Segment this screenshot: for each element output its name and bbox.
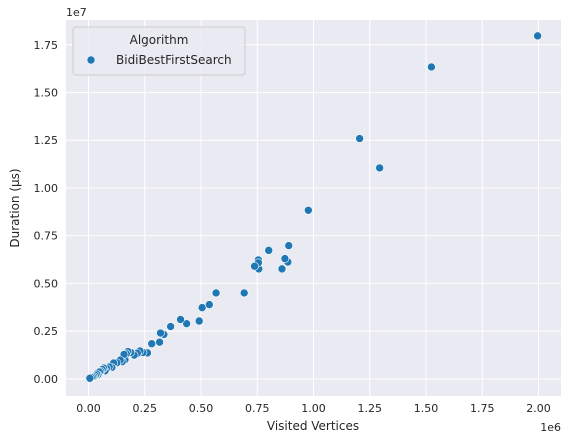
data-point [182,319,191,328]
x-tick-label: 0.75 [245,402,270,415]
data-point [284,241,294,250]
data-point [375,163,384,173]
y-tick-label: 0.00 [34,373,59,386]
y-axis-label: Duration (µs) [8,168,22,247]
x-tick-labels: 0.00 0.25 0.50 0.75 1.00 1.25 1.50 1.75 2.00 [76,402,551,415]
data-point [155,337,164,347]
x-axis-label: Visited Vertices [267,419,359,433]
legend-marker [86,55,96,65]
data-point [166,322,175,331]
data-point [355,134,364,143]
y-offset-label: 1e7 [66,6,87,19]
grid-lines [66,20,561,396]
data-point [85,373,95,383]
data-point [427,62,436,72]
data-point [194,316,204,326]
x-tick-label: 1.25 [358,402,383,415]
x-tick-label: 0.00 [76,402,101,415]
data-point [147,339,157,349]
legend-box [72,26,246,76]
y-tick-label: 0.25 [34,325,59,338]
data-point [156,328,165,338]
x-tick-label: 2.00 [526,402,551,415]
data-point [264,246,274,255]
legend-entry-label: BidiBestFirstSearch [116,53,232,67]
data-point [533,31,542,41]
data-point [250,261,259,271]
x-tick-label: 1.00 [301,402,326,415]
data-point [280,254,290,263]
data-point [304,205,313,215]
y-tick-label: 1.25 [34,134,59,147]
x-tick-label: 0.25 [133,402,158,415]
y-tick-label: 1.00 [34,182,59,195]
data-point [239,288,249,298]
x-tick-label: 1.50 [414,402,439,415]
y-tick-label: 0.75 [34,230,59,243]
y-tick-label: 1.75 [34,39,59,52]
x-tick-label: 1.75 [470,402,495,415]
x-tick-label: 0.50 [189,402,214,415]
y-tick-label: 1.50 [34,87,59,100]
data-point [197,303,207,312]
data-point [176,315,185,324]
data-point [277,264,287,274]
legend: Algorithm BidiBestFirstSearch [72,26,246,76]
legend-title: Algorithm [130,33,189,47]
y-tick-labels: 0.00 0.25 0.50 0.75 1.00 1.25 1.50 1.75 [34,39,59,386]
y-tick-label: 0.50 [34,277,59,290]
data-point [211,288,221,298]
data-points [85,31,542,383]
x-offset-label: 1e6 [540,421,561,434]
data-point [205,300,214,309]
